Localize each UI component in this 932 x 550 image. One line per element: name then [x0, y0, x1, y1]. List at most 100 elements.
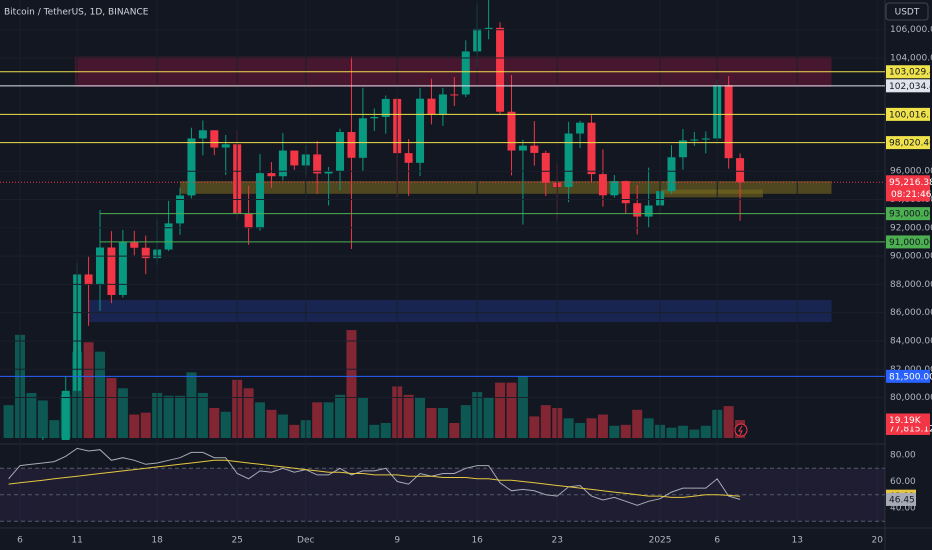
x-tick-label: 2025 [649, 536, 672, 546]
x-tick-label: 6 [17, 536, 23, 546]
candle-body [678, 140, 687, 158]
chart-title: Bitcoin / TetherUS, 1D, BINANCE [4, 8, 149, 18]
candle-body [461, 51, 470, 95]
level-label: 93,000.00 [889, 210, 932, 220]
y-tick-label: 88,000.00 [890, 280, 932, 290]
currency[interactable]: USDT [895, 8, 920, 18]
candle-body [96, 247, 105, 286]
volume-bar [209, 407, 220, 438]
level-label-box [886, 235, 930, 249]
countdown: 08:21:46 [891, 190, 932, 200]
candle-body [496, 27, 505, 112]
candle-body [381, 98, 390, 117]
candle-body [598, 174, 607, 196]
candle-body [736, 158, 745, 183]
volume-bar [83, 342, 94, 438]
candle-body [290, 150, 299, 166]
candle-body [278, 150, 287, 177]
rsi-tick-label: 80.00 [890, 451, 916, 461]
x-tick-label: 9 [394, 536, 400, 546]
volume-bar [106, 377, 117, 438]
y-tick-label: 104,000.00 [890, 54, 932, 64]
candle-body [667, 157, 676, 192]
volume-bar [426, 407, 437, 438]
volume-bar [175, 395, 186, 438]
x-tick-label: 23 [551, 536, 562, 546]
volume-bar [163, 395, 174, 438]
candle-body [130, 241, 139, 248]
candle-body [267, 173, 276, 177]
candle-body [518, 145, 527, 151]
level-label-box [886, 65, 930, 79]
candle-body [187, 138, 196, 196]
volume-bar [335, 394, 346, 438]
candle-body [61, 390, 70, 440]
candle-body [484, 27, 493, 29]
rsi-tick-label: 60.00 [890, 477, 916, 487]
volume-bar [529, 416, 540, 438]
candle-body [164, 223, 173, 250]
y-tick-label: 84,000.00 [890, 336, 932, 346]
level-label: 100,016.12 [889, 110, 932, 120]
candle-body [576, 122, 585, 134]
volume-bar [643, 418, 654, 438]
y-tick-label: 86,000.00 [890, 308, 932, 318]
volume-bar [266, 409, 277, 438]
rsi-label-box [886, 492, 916, 506]
volume-bar [415, 397, 426, 438]
currency-button[interactable] [885, 2, 929, 21]
volume-bar [369, 424, 380, 438]
x-tick-label: 18 [151, 536, 163, 546]
candle-body [358, 118, 367, 158]
volume-bar [197, 392, 208, 438]
candle-body [313, 154, 322, 174]
candle-body [107, 247, 116, 295]
volume-bar [506, 382, 517, 438]
x-tick-label: 11 [71, 536, 82, 546]
candle-body [507, 111, 516, 151]
volume-bar [117, 388, 128, 438]
candle-body [347, 132, 356, 158]
rsi-line [8, 447, 741, 506]
candle-body [587, 122, 596, 175]
volume-label-box [886, 413, 930, 427]
volume-bar [495, 382, 506, 438]
volume-bar [620, 424, 631, 438]
x-tick-label: 13 [791, 536, 802, 546]
candle-body [621, 181, 630, 204]
rsi-ma-line [8, 459, 741, 498]
y-tick-label: 92,000.00 [890, 223, 932, 233]
volume-bar [689, 429, 700, 438]
volume-bar [323, 402, 334, 438]
candle-body [416, 98, 425, 163]
y-tick-label: 96,000.00 [890, 167, 932, 177]
candle-body [404, 153, 413, 163]
volume-bar [243, 388, 254, 438]
x-tick-label: 16 [471, 536, 483, 546]
volume-bar [380, 422, 391, 438]
candle-body [610, 181, 619, 196]
volume-bar [95, 351, 106, 438]
volume-bar [449, 422, 460, 438]
candle-body [141, 247, 150, 259]
candle-body [438, 94, 447, 115]
candle-body [724, 85, 733, 159]
volume-bar [37, 400, 48, 438]
zone [88, 299, 832, 323]
level-label: 81,500.00 [889, 372, 932, 382]
candle-body [221, 144, 230, 148]
alert-icon[interactable] [734, 423, 748, 437]
candle-body [244, 213, 253, 229]
volume-bar [700, 425, 711, 438]
candle-body [530, 145, 539, 153]
y-tick-label: 90,000.00 [890, 252, 932, 262]
level-label: 102,034.46 [889, 82, 932, 92]
candle-body [450, 94, 459, 96]
level-label-box [886, 369, 930, 383]
level-label-box [886, 107, 930, 121]
rsi-tick-label: 40.00 [890, 503, 916, 513]
candle-body [198, 130, 207, 139]
volume-bar [357, 397, 368, 438]
candle-body [370, 116, 379, 119]
